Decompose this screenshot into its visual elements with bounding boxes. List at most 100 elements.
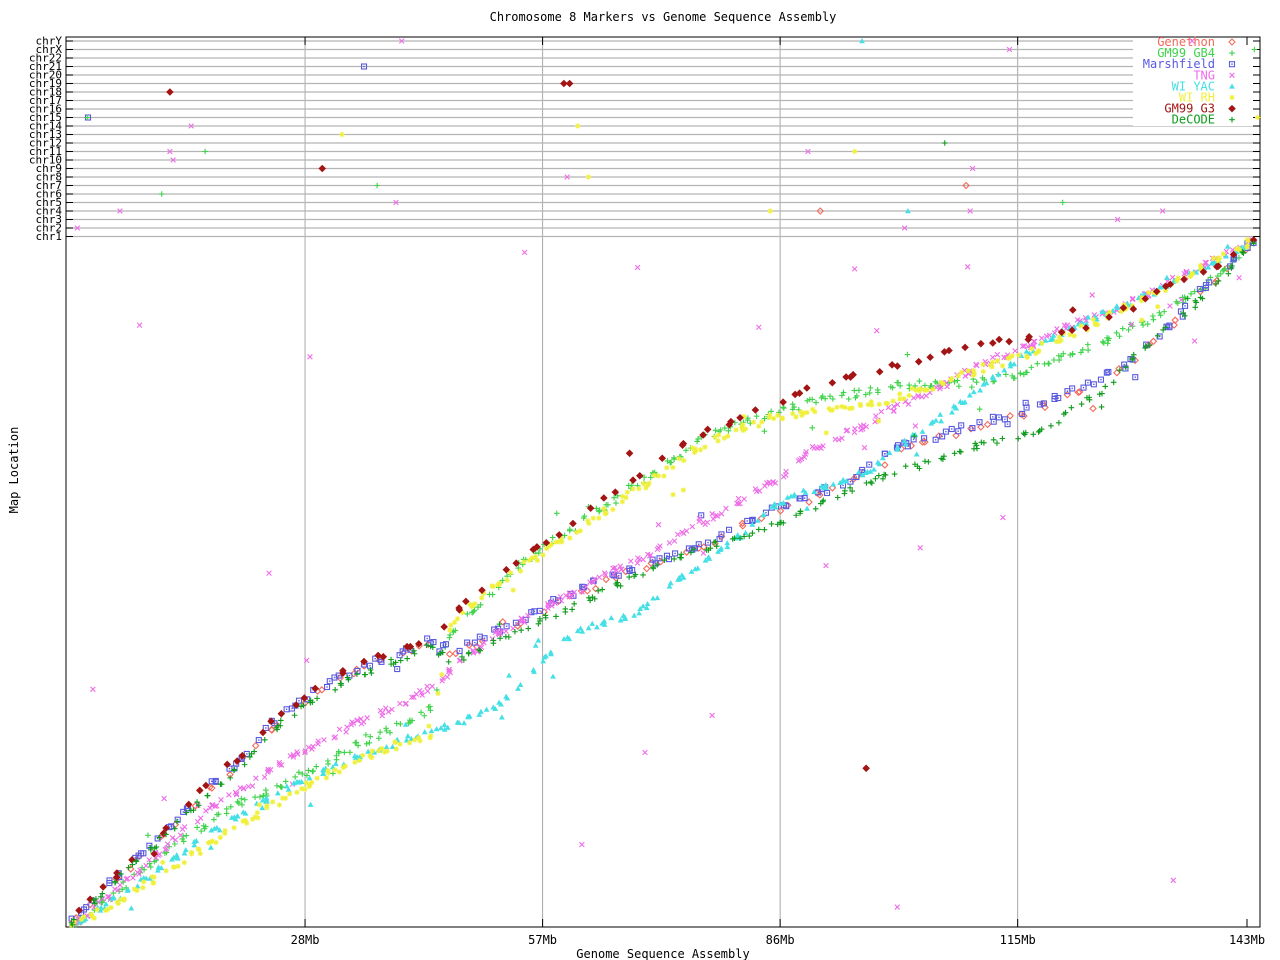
data-point <box>1055 394 1062 402</box>
data-point <box>658 454 667 463</box>
data-point <box>169 835 176 841</box>
data-point <box>203 808 209 814</box>
data-point <box>298 778 305 784</box>
x-tick-label-115Mb: 115Mb <box>1000 933 1036 947</box>
data-point <box>366 739 373 746</box>
data-point <box>661 473 667 479</box>
data-point <box>128 905 135 911</box>
data-point <box>447 627 453 633</box>
chromosome-label-chr8: chr8 <box>36 171 63 184</box>
data-point <box>90 897 97 903</box>
data-point <box>545 601 551 607</box>
data-point <box>646 480 652 486</box>
data-point <box>263 799 269 805</box>
data-point <box>971 445 977 452</box>
data-point <box>1035 429 1042 435</box>
data-point <box>1045 360 1052 367</box>
legend-entry-gm99-g3: GM99 G3 <box>1164 102 1236 116</box>
data-point <box>739 422 746 428</box>
data-point <box>866 461 873 468</box>
data-point <box>274 790 281 796</box>
data-point <box>1228 265 1235 271</box>
data-point <box>901 437 908 443</box>
data-point <box>868 479 874 485</box>
data-point <box>240 809 247 815</box>
data-point <box>771 415 777 422</box>
data-point <box>512 559 521 567</box>
data-point <box>970 372 976 378</box>
data-point <box>1255 114 1261 121</box>
data-point <box>311 684 320 693</box>
data-point <box>767 208 773 214</box>
data-point <box>683 447 689 454</box>
data-point <box>518 618 525 625</box>
data-point <box>745 415 751 422</box>
data-point <box>634 264 641 271</box>
data-point <box>977 339 985 348</box>
data-point <box>1156 284 1163 290</box>
data-point <box>181 859 187 866</box>
data-point <box>575 123 581 129</box>
data-point <box>247 754 253 760</box>
data-point <box>591 584 600 593</box>
data-point <box>363 732 369 738</box>
data-point <box>1231 63 1233 65</box>
data-point <box>1071 333 1077 339</box>
data-point <box>474 641 476 644</box>
data-point <box>756 423 762 429</box>
data-point <box>441 721 448 728</box>
data-point <box>469 602 475 608</box>
data-point <box>853 473 860 481</box>
data-point <box>970 389 977 395</box>
data-point <box>949 409 955 415</box>
data-point <box>432 641 435 643</box>
data-point <box>715 438 721 444</box>
data-point <box>902 441 909 447</box>
data-point <box>756 488 763 494</box>
data-point <box>569 606 575 613</box>
data-point <box>401 650 404 653</box>
data-point <box>241 761 248 768</box>
data-point <box>948 425 955 433</box>
data-point <box>540 658 547 664</box>
data-point <box>1057 397 1059 399</box>
data-point <box>177 832 184 838</box>
data-point <box>558 598 565 604</box>
data-point <box>292 701 300 709</box>
data-point <box>1130 351 1137 358</box>
data-point <box>418 709 424 716</box>
data-point <box>208 778 215 785</box>
data-point <box>550 602 552 604</box>
data-point <box>344 724 350 730</box>
data-point <box>332 760 339 766</box>
data-point <box>1059 199 1066 206</box>
chromosome-label-chr6: chr6 <box>36 188 63 201</box>
data-point <box>417 738 423 744</box>
data-point <box>566 636 573 642</box>
data-point <box>876 472 882 479</box>
data-point <box>112 873 121 882</box>
data-point <box>231 825 237 831</box>
data-point <box>603 502 609 508</box>
data-point <box>393 720 400 727</box>
data-point <box>1093 316 1100 322</box>
data-point <box>374 651 382 660</box>
data-point <box>208 784 216 792</box>
data-point <box>479 635 481 638</box>
data-point <box>589 620 596 626</box>
data-point <box>1069 385 1076 392</box>
data-point <box>994 440 1000 446</box>
data-point <box>240 758 243 760</box>
data-point <box>291 712 298 719</box>
data-point <box>259 797 266 803</box>
data-point <box>640 556 646 563</box>
data-point <box>470 650 477 656</box>
data-point <box>215 780 217 782</box>
data-point <box>666 583 673 589</box>
data-point <box>671 556 677 562</box>
data-point <box>1003 371 1009 378</box>
data-point <box>561 532 568 539</box>
data-point <box>1033 350 1039 357</box>
data-point <box>1036 428 1043 434</box>
data-point <box>117 882 123 888</box>
